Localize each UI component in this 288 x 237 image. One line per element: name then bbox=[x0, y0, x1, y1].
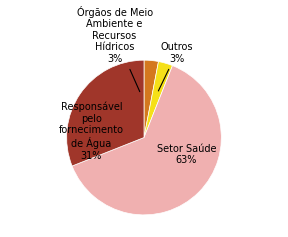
Wedge shape bbox=[144, 62, 173, 137]
Wedge shape bbox=[72, 66, 221, 215]
Text: Outros
3%: Outros 3% bbox=[158, 42, 193, 91]
Wedge shape bbox=[144, 60, 158, 137]
Text: Órgãos de Meio
Ambiente e
Recursos
Hídricos
3%: Órgãos de Meio Ambiente e Recursos Hídri… bbox=[77, 6, 153, 92]
Text: Responsável
pelo
fornecimento
de Água
31%: Responsável pelo fornecimento de Água 31… bbox=[59, 102, 124, 161]
Wedge shape bbox=[67, 60, 144, 166]
Text: Setor Saúde
63%: Setor Saúde 63% bbox=[157, 144, 216, 165]
